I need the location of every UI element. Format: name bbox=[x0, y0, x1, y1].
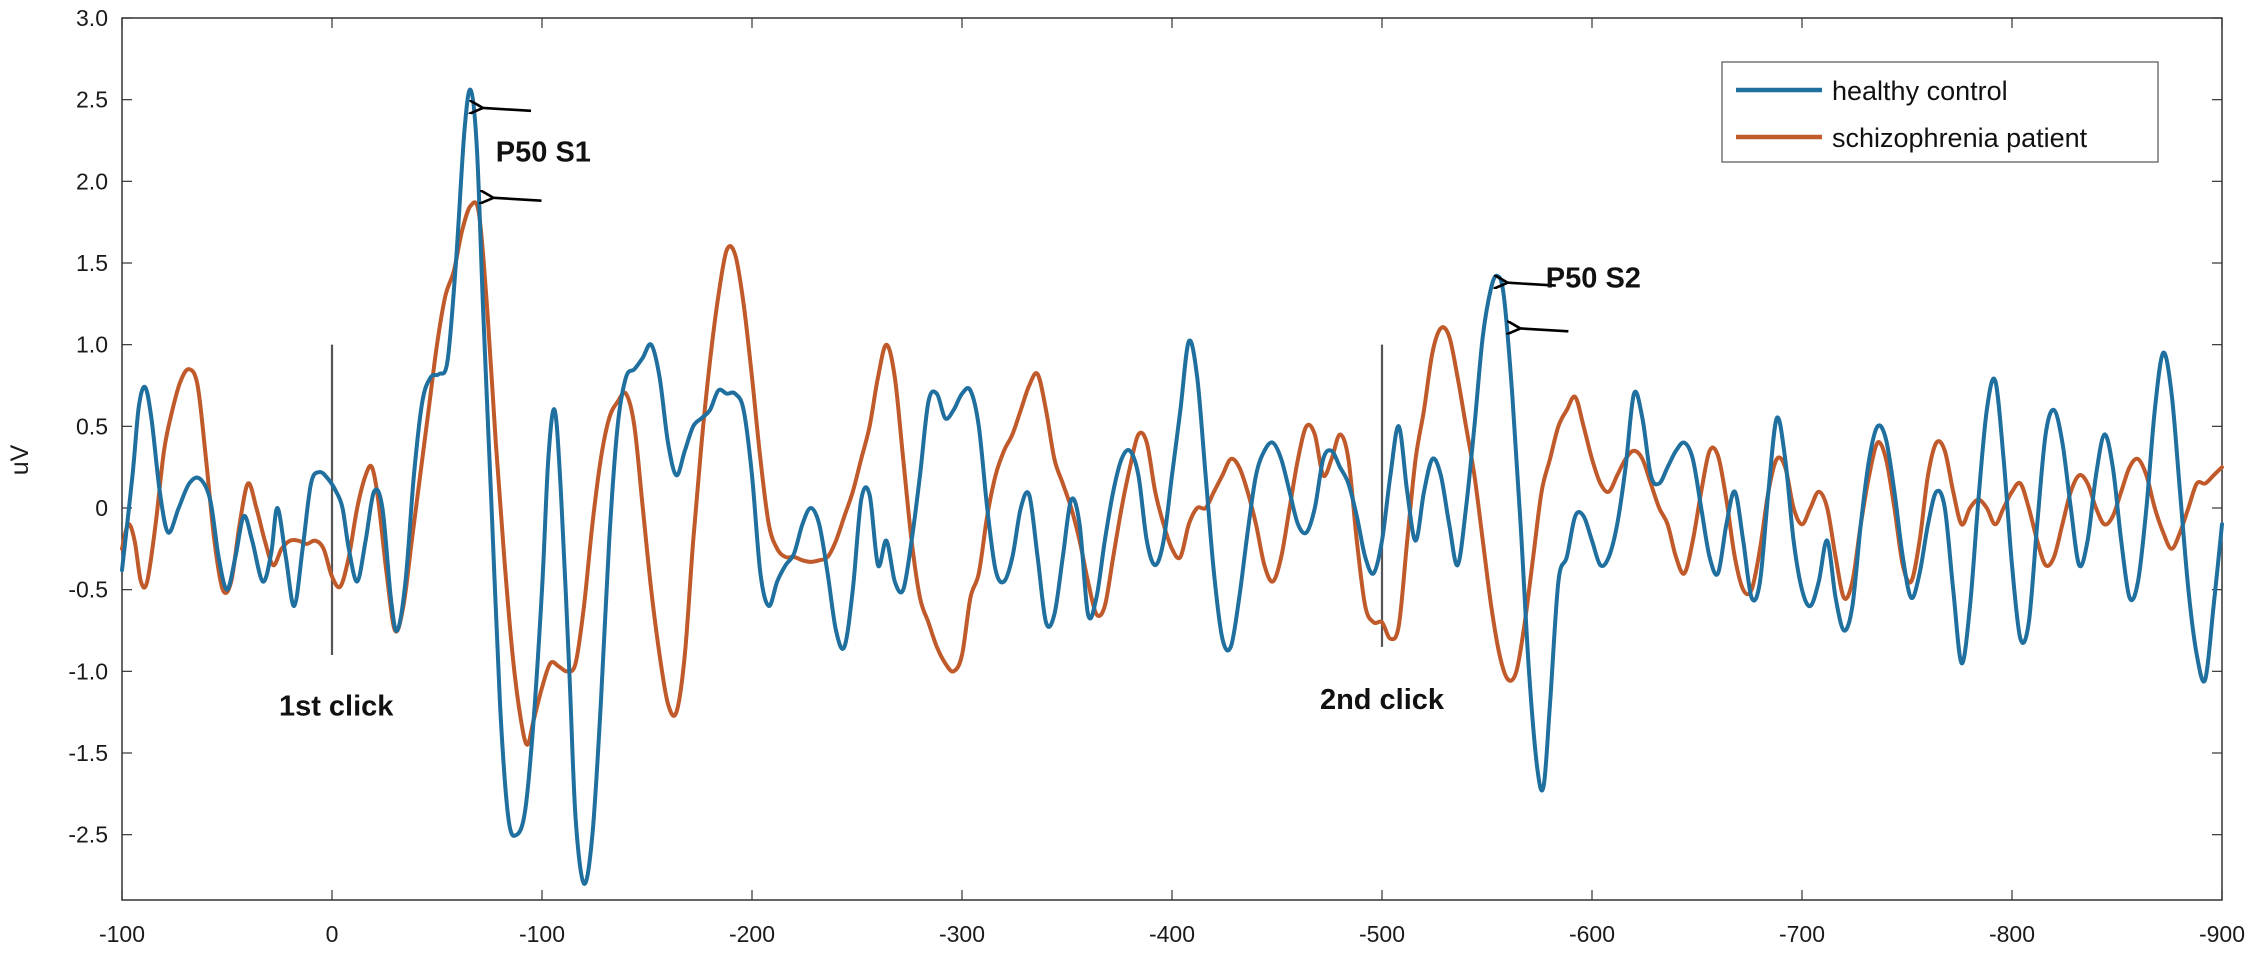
legend-box bbox=[1721, 61, 2159, 163]
peak-arrow bbox=[492, 198, 542, 201]
x-tick-label: 0 bbox=[326, 921, 339, 947]
y-tick-label: 1.0 bbox=[76, 332, 108, 358]
annotations: P50 S1 P50 S2 1st click 2nd click bbox=[279, 137, 1641, 723]
legend-label-healthy-control: healthy control bbox=[1832, 76, 2008, 106]
annotation-p50-s2: P50 S2 bbox=[1546, 263, 1641, 295]
y-tick-label: -0.5 bbox=[68, 577, 108, 603]
annotation-first-click: 1st click bbox=[279, 690, 394, 722]
legend: healthy control schizophrenia patient bbox=[1721, 61, 2159, 163]
y-tick-label: -1.5 bbox=[68, 740, 108, 766]
x-tick-label: -900 bbox=[2199, 921, 2245, 947]
x-tick-label: -100 bbox=[99, 921, 145, 947]
series-line-healthy-control bbox=[120, 87, 2224, 886]
annotation-p50-s1: P50 S1 bbox=[496, 137, 591, 169]
y-tick-label: 2.5 bbox=[76, 87, 108, 113]
x-axis: -100 0 -100 -200 -300 -400 -500 -600 -700 -800 -90… bbox=[99, 18, 2245, 947]
x-tick-label: -200 bbox=[729, 921, 775, 947]
peak-arrow bbox=[481, 108, 532, 111]
x-tick-label: -100 bbox=[519, 921, 565, 947]
y-axis: 3.0 2.5 2.0 1.5 1.0 0.5 0 -0.5 -1.0 -1.5 -2.5 bbox=[68, 5, 2222, 848]
x-tick-label: -500 bbox=[1359, 921, 1405, 947]
x-tick-label: -400 bbox=[1149, 921, 1195, 947]
y-tick-label: -2.5 bbox=[68, 822, 108, 848]
y-tick-label: 2.0 bbox=[76, 168, 108, 194]
series-lines bbox=[120, 87, 2224, 886]
click-markers bbox=[330, 344, 1384, 655]
annotation-second-click: 2nd click bbox=[1320, 684, 1445, 716]
peak-arrows bbox=[481, 108, 1569, 332]
x-tick-label: -800 bbox=[1989, 921, 2035, 947]
x-tick-label: -700 bbox=[1779, 921, 1825, 947]
y-axis-label: uV bbox=[6, 444, 34, 475]
y-tick-label: 0 bbox=[95, 495, 108, 521]
legend-label-schizophrenia-patient: schizophrenia patient bbox=[1832, 123, 2088, 153]
y-tick-label: 0.5 bbox=[76, 413, 108, 439]
x-tick-label: -300 bbox=[939, 921, 985, 947]
x-tick-label: -600 bbox=[1569, 921, 1615, 947]
y-tick-label: -1.0 bbox=[68, 658, 108, 684]
y-tick-label: 1.5 bbox=[76, 250, 108, 276]
peak-arrow bbox=[1506, 283, 1556, 286]
y-tick-label: 3.0 bbox=[76, 5, 108, 31]
peak-arrow bbox=[1518, 328, 1569, 331]
